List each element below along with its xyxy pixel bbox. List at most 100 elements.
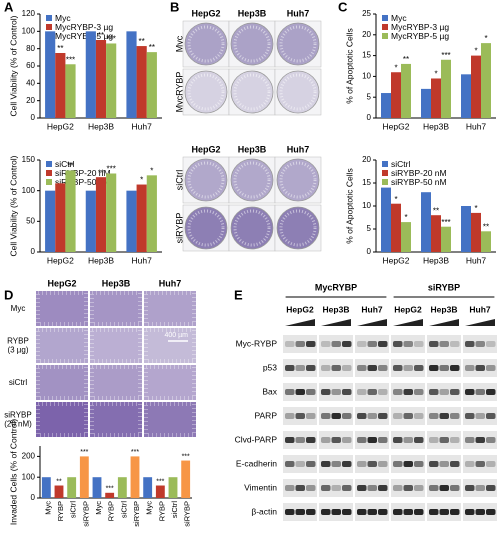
legend-label: MycRYBP-3 µg (55, 22, 113, 32)
blot-band (439, 461, 449, 467)
legend-label: Myc (55, 13, 71, 23)
blot-band (475, 437, 485, 443)
bar (421, 88, 431, 118)
row-label: siCtrl (9, 378, 27, 387)
legend-swatch (382, 15, 388, 21)
blot-band (367, 413, 377, 419)
bar (45, 31, 56, 118)
y-tick-label: 200 (22, 452, 36, 461)
x-tick-label: HepG2 (383, 121, 410, 131)
column-header: Huh7 (287, 8, 310, 18)
y-tick-label: 0 (31, 247, 36, 256)
blot-band (342, 413, 352, 419)
blot-band (450, 389, 460, 395)
y-tick-label: 0 (31, 113, 36, 122)
blot-strip (283, 359, 317, 377)
legend-swatch (46, 170, 52, 176)
significance-label: * (140, 176, 143, 185)
bar (471, 55, 481, 118)
blot-band (465, 509, 475, 515)
y-tick-label: 20 (362, 155, 371, 164)
blot-band (465, 461, 475, 467)
significance-label: *** (106, 35, 115, 44)
column-header: HepG2 (191, 8, 220, 18)
invasion-texture (90, 291, 142, 326)
cell-line-header: HepG2 (394, 304, 422, 314)
bar (381, 93, 391, 118)
x-tick-label: siCtrl (119, 501, 128, 518)
blot-band (331, 341, 341, 347)
invasion-texture (36, 328, 88, 363)
significance-label: * (474, 204, 477, 213)
blot-band (295, 461, 305, 467)
y-tick-label: 5 (367, 92, 372, 101)
cell-line-header: Hep3B (323, 304, 350, 314)
blot-band (357, 341, 367, 347)
blot-band (342, 509, 352, 515)
blot-band (321, 341, 331, 347)
blot-band (450, 365, 460, 371)
blot-band (439, 365, 449, 371)
blot-band (321, 461, 331, 467)
dose-triangle (285, 319, 315, 326)
blot-strip (463, 407, 497, 425)
blot-band (321, 509, 331, 515)
x-tick-label: HepG2 (47, 121, 74, 131)
blot-band (450, 437, 460, 443)
dish (230, 206, 274, 250)
blot-band (367, 341, 377, 347)
blot-band (393, 461, 403, 467)
legend-label: MycRYBP-5 µg (391, 31, 449, 41)
blot-band (306, 341, 316, 347)
blot-band (342, 389, 352, 395)
blot-strip (283, 455, 317, 473)
x-tick-label: Huh7 (132, 121, 153, 131)
protein-label: Vimentin (244, 482, 277, 492)
protein-label: Bax (262, 386, 277, 396)
blot-band (367, 461, 377, 467)
bar (168, 477, 178, 498)
dose-triangle (465, 319, 495, 326)
bar (55, 53, 66, 118)
blot-band (393, 389, 403, 395)
blot-band (378, 341, 388, 347)
blot-band (429, 389, 439, 395)
blot-band (393, 413, 403, 419)
x-tick-label: Huh7 (132, 255, 153, 265)
blot-band (306, 413, 316, 419)
blot-band (357, 509, 367, 515)
blot-band (285, 413, 295, 419)
panel-letter: A (4, 0, 14, 14)
bar (381, 187, 391, 252)
protein-label: PARP (254, 410, 277, 420)
x-tick-label: Myc (145, 501, 154, 515)
invasion-image (144, 328, 196, 363)
dish (276, 22, 320, 66)
blot-band (403, 437, 413, 443)
x-tick-label: RYBP (157, 501, 166, 521)
blot-band (465, 485, 475, 491)
blot-band (295, 365, 305, 371)
blot-band (321, 389, 331, 395)
dish (230, 22, 274, 66)
blot-strip (427, 383, 461, 401)
invasion-image (144, 365, 196, 400)
blot-band (285, 509, 295, 515)
dose-triangle (357, 319, 387, 326)
blot-band (378, 389, 388, 395)
bar (55, 183, 66, 252)
significance-label: *** (441, 218, 450, 227)
x-tick-label: RYBP (56, 501, 65, 521)
significance-label: *** (182, 453, 190, 460)
x-tick-label: Huh7 (466, 255, 487, 265)
blot-band (331, 509, 341, 515)
blot-band (475, 509, 485, 515)
bar (106, 173, 117, 252)
dish (276, 158, 320, 202)
bar (155, 485, 165, 498)
blot-band (465, 437, 475, 443)
invasion-stain (36, 402, 88, 437)
bar (67, 477, 77, 498)
column-header: Huh7 (159, 278, 182, 288)
blot-band (306, 485, 316, 491)
